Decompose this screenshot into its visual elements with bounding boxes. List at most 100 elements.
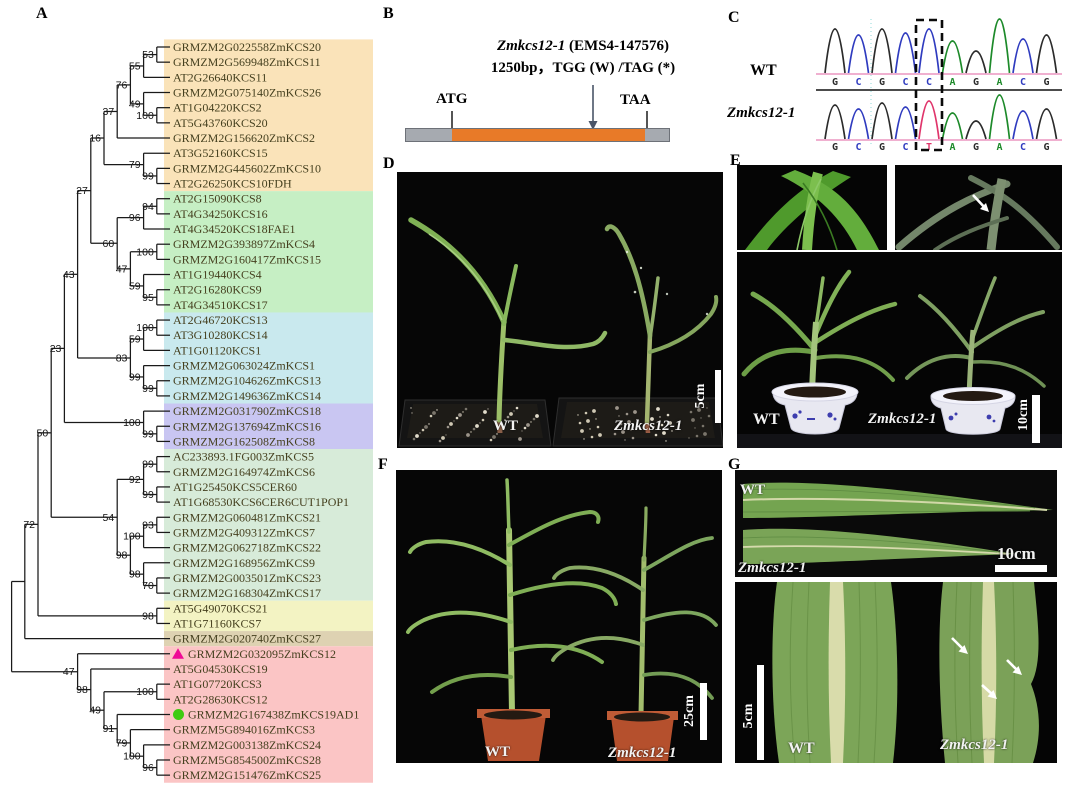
panel-f: F [378, 455, 725, 787]
mutation-highlight-box [914, 18, 944, 152]
base-call-letter: G [832, 77, 838, 88]
chromatogram-peak [847, 108, 870, 140]
vermiculite-speckles [410, 406, 711, 443]
tree-leaf-label: AT2G26250KCS10FDH [173, 177, 292, 191]
tree-leaf-label: GRMZM2G075140ZmKCS26 [173, 86, 321, 100]
tree-leaf-label: AT4G34520KCS18FAE1 [173, 222, 295, 236]
wt-pot [772, 392, 858, 435]
photo-potted-plants [737, 252, 1062, 448]
tree-leaf-label: GRMZM2G151476ZmKCS25 [173, 768, 321, 782]
scale-bar [757, 665, 764, 760]
tree-leaf-label: AT1G07720KCS3 [173, 677, 262, 691]
tree-leaf-label: AT5G49070KCS21 [173, 601, 268, 615]
base-call-letter: A [949, 142, 955, 153]
mutant-gene-triangle-icon [172, 648, 184, 659]
adult-plants-illustration [396, 470, 722, 763]
tree-leaf-label: GRMZM2G060481ZmKCS21 [173, 510, 321, 524]
chromatogram-peak [941, 40, 964, 74]
wt-whorl-illustration [737, 165, 887, 250]
wt-label: WT [750, 62, 777, 79]
tree-leaf-label: AT4G34510KCS17 [173, 298, 268, 312]
scale-label: 10cm [997, 544, 1036, 563]
mutant-whorl-illustration [895, 165, 1062, 250]
tree-leaf-label: AT1G04220KCS2 [173, 101, 262, 115]
base-call-letter: C [1020, 77, 1026, 88]
scale-label: 10cm [1016, 399, 1031, 431]
tree-leaf-label: AT5G43760KCS20 [173, 116, 268, 130]
chromatogram-peak [1012, 110, 1034, 140]
wt-pot [481, 715, 546, 761]
panel-d: D [383, 153, 725, 453]
mutant-leaf [743, 528, 1015, 564]
chromatogram-peak [1035, 108, 1058, 140]
phylogenetic-tree: 5355100497637997916949610095594760271005… [10, 39, 373, 783]
chromatogram-peak [824, 28, 846, 74]
base-call-letter: C [926, 77, 932, 88]
base-call-letter: G [879, 142, 885, 153]
clade-highlight-0 [164, 39, 373, 192]
photo-wt-whorl [737, 165, 887, 250]
gene-circle-icon [173, 708, 184, 720]
wt-plant [741, 269, 898, 435]
panel-a-letter: A [36, 5, 48, 22]
stop-codon-tick [646, 111, 648, 128]
clade-highlight-5 [164, 600, 373, 632]
base-call-letter: G [1043, 77, 1049, 88]
tree-leaf-label: AT5G04530KCS19 [173, 662, 268, 676]
mutant-seedling [604, 224, 719, 434]
wt-midrib [828, 582, 846, 763]
wt-label: WT [753, 411, 780, 428]
mutant-label: Zmkcs12-1 [614, 418, 683, 434]
tree-leaf-label: AT2G46720KCS13 [173, 313, 268, 327]
scale-label: 25cm [682, 695, 697, 727]
chromatogram-peak [871, 28, 893, 74]
sequencing-chromatogram: G C G C C A G A C G G C G C T A G A C G [813, 15, 1065, 153]
allele-id: (EMS4-147576) [565, 38, 670, 54]
base-call-letter: A [996, 77, 1002, 88]
wt-leaf-closeup [772, 582, 898, 763]
panel-c-letter: C [728, 9, 740, 26]
tree-leaf-label: AT1G71160KCS7 [173, 616, 261, 630]
clade-highlight-7 [164, 646, 373, 783]
wt-label: WT [788, 740, 815, 757]
wt-label: WT [493, 418, 519, 434]
tree-leaf-label: GRMZM2G393897ZmKCS4 [173, 237, 315, 251]
chromatogram-peak [894, 106, 917, 140]
white-arrow-icon [972, 194, 989, 212]
chromatogram-peak [824, 104, 846, 140]
base-call-letter: G [879, 77, 885, 88]
tree-leaf-label: GRMZM2G149636ZmKCS14 [173, 389, 321, 403]
tree-leaf-label: AT2G16280KCS9 [173, 283, 262, 297]
panel-b-letter: B [383, 5, 394, 22]
gene-allele-title: Zmkcs12-1 (EMS4-147576) [438, 38, 728, 55]
base-call-letter: G [832, 142, 838, 153]
tree-leaf-label: GRMZM2G162508ZmKCS8 [173, 434, 315, 448]
tree-leaf-label: GRMZM5G854500ZmKCS28 [173, 753, 321, 767]
tree-leaf-label: GRMZM2G062718ZmKCS22 [173, 541, 321, 555]
mutant-pot [930, 396, 1016, 435]
panel-f-letter: F [378, 456, 388, 473]
base-call-letter: G [973, 77, 979, 88]
base-call-letter: C [855, 142, 861, 153]
tree-leaf-label: AT4G34250KCS16 [173, 207, 268, 221]
mutation-description: 1250bp，TGG (W) /TAG (*) [490, 60, 676, 76]
potted-plants-illustration [737, 252, 1062, 448]
photo-detached-leaves [735, 470, 1057, 577]
panel-g-letter: G [728, 456, 741, 473]
base-call-letter: C [902, 142, 908, 153]
scale-label: 5cm [741, 703, 756, 729]
chromatogram-peak [965, 50, 987, 74]
photo-seedlings [397, 172, 723, 448]
panel-g: G WT Zmkcs12-1 10cm [725, 455, 1069, 787]
mutant-plant [905, 276, 1046, 435]
tree-leaf-label: AC233893.1FG003ZmKCS5 [173, 450, 314, 464]
tree-leaf-label: GRMZM5G894016ZmKCS3 [173, 723, 315, 737]
wt-label: WT [485, 744, 511, 760]
tree-leaf-label: GRMZM2G445602ZmKCS10 [173, 161, 321, 175]
panel-e-letter: E [730, 152, 741, 169]
panel-b: B Zmkcs12-1 (EMS4-147576) 1250bp，TGG (W)… [383, 5, 725, 153]
photo-adult-plants [396, 470, 722, 763]
clade-highlight-2 [164, 312, 373, 404]
tree-leaf-label: GRMZM2G164974ZmKCS6 [173, 465, 315, 479]
